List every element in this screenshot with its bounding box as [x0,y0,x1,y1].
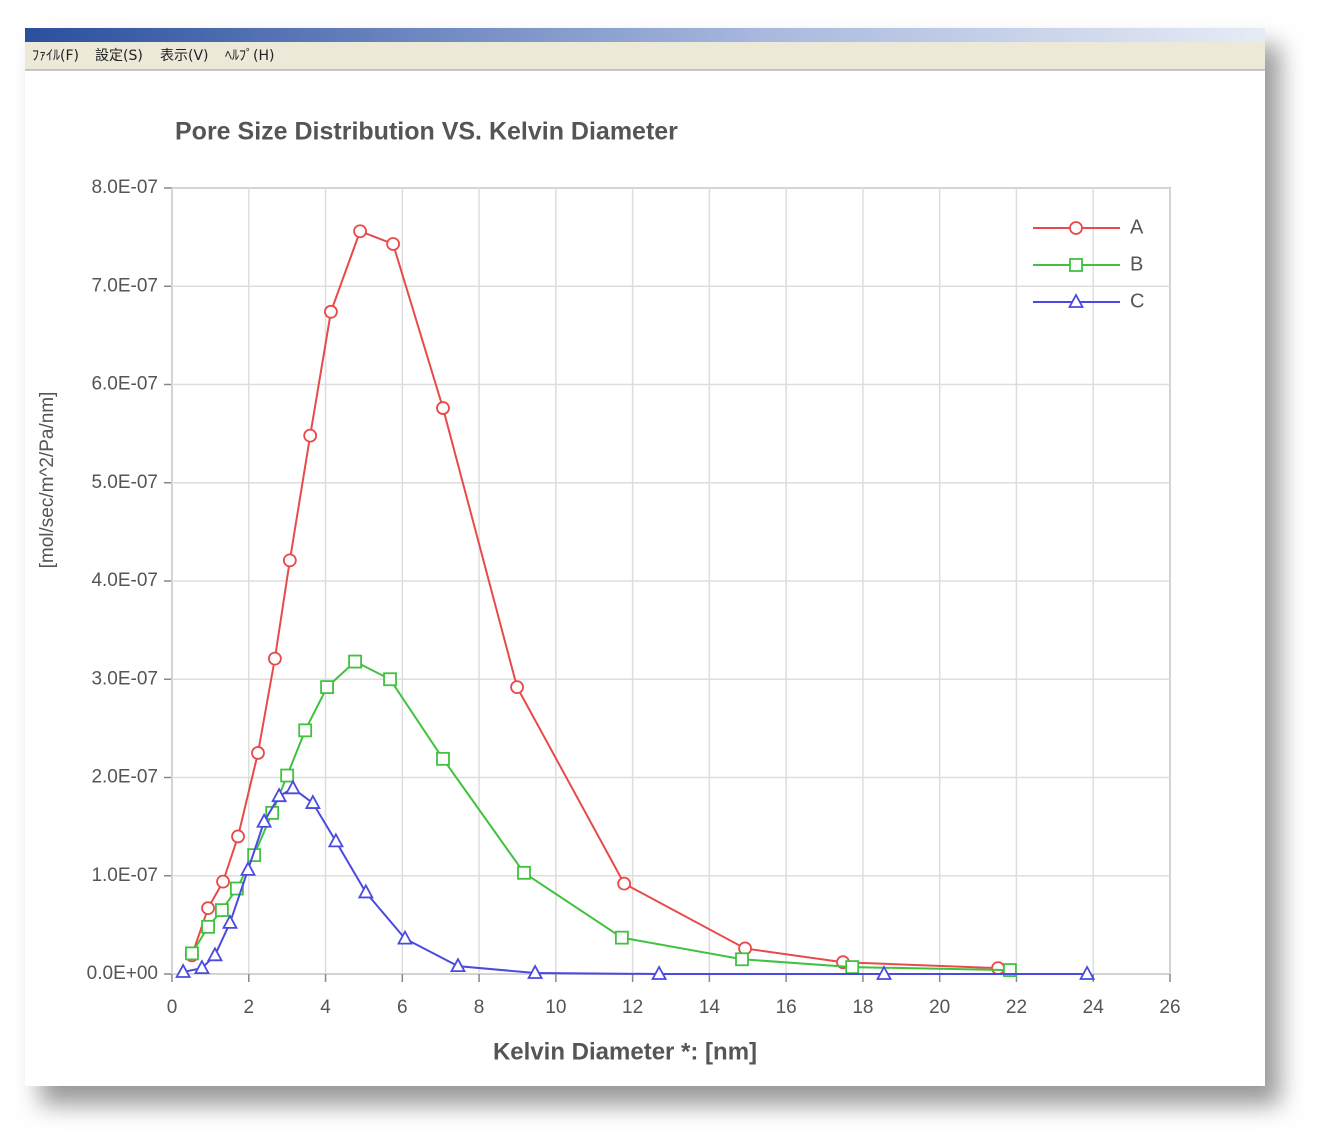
menu-item[interactable]: ﾌｧｲﾙ(F) [32,48,79,64]
x-tick-label: 4 [320,997,331,1018]
marker [357,883,374,899]
legend-label: C [1130,290,1144,312]
x-tick-label: 12 [622,997,643,1018]
marker [304,794,321,809]
x-tick-label: 22 [1006,997,1027,1018]
marker [201,901,215,916]
y-tick-label: 5.0E-07 [91,472,158,493]
marker [614,930,629,945]
x-tick-label: 20 [929,997,950,1018]
marker [231,829,245,844]
x-tick-label: 16 [776,997,797,1018]
marker [214,903,229,918]
marker [175,963,192,978]
marker [201,919,215,934]
y-tick-label: 2.0E-07 [91,767,158,788]
marker [386,237,400,251]
marker [216,874,230,889]
chart-title: Pore Size Distribution VS. Kelvin Diamet… [175,118,678,146]
marker [436,751,450,766]
marker [221,914,238,929]
marker [1079,965,1096,980]
marker [251,746,265,760]
x-tick-label: 2 [243,997,254,1018]
menu-item[interactable]: ﾍﾙﾌﾟ(H) [225,48,274,64]
marker [436,401,450,415]
x-tick-label: 24 [1083,997,1105,1018]
x-tick-label: 8 [474,997,485,1018]
menu-bar [25,42,1265,70]
marker [303,428,318,443]
y-tick-label: 7.0E-07 [91,275,158,296]
y-tick-label: 4.0E-07 [91,570,158,591]
x-tick-label: 6 [397,997,408,1018]
y-axis-label: [mol/sec/m^2/Pa/nm] [37,392,58,569]
marker [298,723,313,738]
marker [267,651,282,666]
marker [396,929,414,945]
menu-item[interactable]: 設定(S) [95,48,143,64]
marker [348,654,362,669]
y-tick-label: 6.0E-07 [91,374,158,395]
marker [449,957,466,973]
marker [282,553,297,568]
x-tick-label: 0 [167,997,178,1018]
marker [327,832,344,848]
marker [527,964,544,979]
marker [845,960,860,975]
y-tick-label: 1.0E-07 [91,865,158,886]
menu-item[interactable]: 表示(V) [160,48,209,64]
marker [617,876,632,891]
x-tick-label: 10 [545,997,566,1018]
marker [353,224,367,239]
y-tick-label: 8.0E-07 [91,177,158,198]
marker [206,946,224,962]
x-tick-label: 26 [1159,997,1180,1018]
x-tick-label: 14 [699,997,721,1018]
marker [383,672,397,687]
marker [280,768,295,783]
marker [735,952,749,967]
marker [193,959,210,975]
y-tick-label: 3.0E-07 [91,668,158,689]
marker [876,965,893,980]
legend-label: B [1130,253,1143,275]
marker [324,304,338,319]
marker [1069,221,1083,235]
marker [256,812,273,828]
marker [991,961,1005,976]
title-bar [25,28,1265,42]
marker [320,680,334,695]
x-axis-label: Kelvin Diameter *: [nm] [493,1038,757,1065]
marker [185,946,199,961]
marker [651,965,668,980]
legend-label: A [1130,216,1144,238]
marker [1067,293,1085,308]
y-tick-label: 0.0E+00 [87,963,158,984]
marker [1069,258,1083,272]
marker [271,787,288,803]
x-tick-label: 18 [852,997,873,1018]
marker [517,865,531,880]
marker [239,860,257,876]
window [25,28,1265,1086]
marker [510,680,524,695]
marker [284,779,301,795]
